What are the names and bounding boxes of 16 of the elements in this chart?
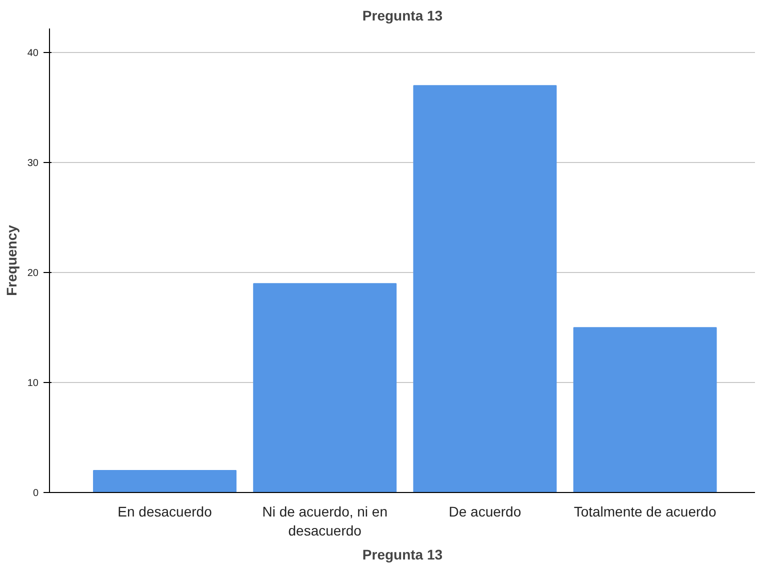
x-tick-label: Ni de acuerdo, ni en desacuerdo bbox=[262, 504, 388, 539]
bar bbox=[253, 283, 397, 492]
bar bbox=[573, 327, 717, 492]
y-tick-label: 30 bbox=[27, 158, 39, 170]
x-axis-title: Pregunta 13 bbox=[362, 546, 443, 563]
y-tick-label: 10 bbox=[27, 378, 39, 390]
x-tick-label: Totalmente de acuerdo bbox=[574, 504, 716, 520]
chart-title: Pregunta 13 bbox=[362, 8, 443, 24]
x-tick-label: De acuerdo bbox=[448, 504, 522, 520]
x-tick-label: En desacuerdo bbox=[118, 504, 212, 520]
bar bbox=[93, 470, 237, 492]
y-tick-label: 0 bbox=[32, 488, 39, 499]
bar bbox=[413, 85, 557, 492]
y-tick-label: 20 bbox=[27, 268, 39, 280]
y-axis-title: Frequency bbox=[3, 224, 20, 296]
y-tick-label: 40 bbox=[27, 48, 39, 60]
